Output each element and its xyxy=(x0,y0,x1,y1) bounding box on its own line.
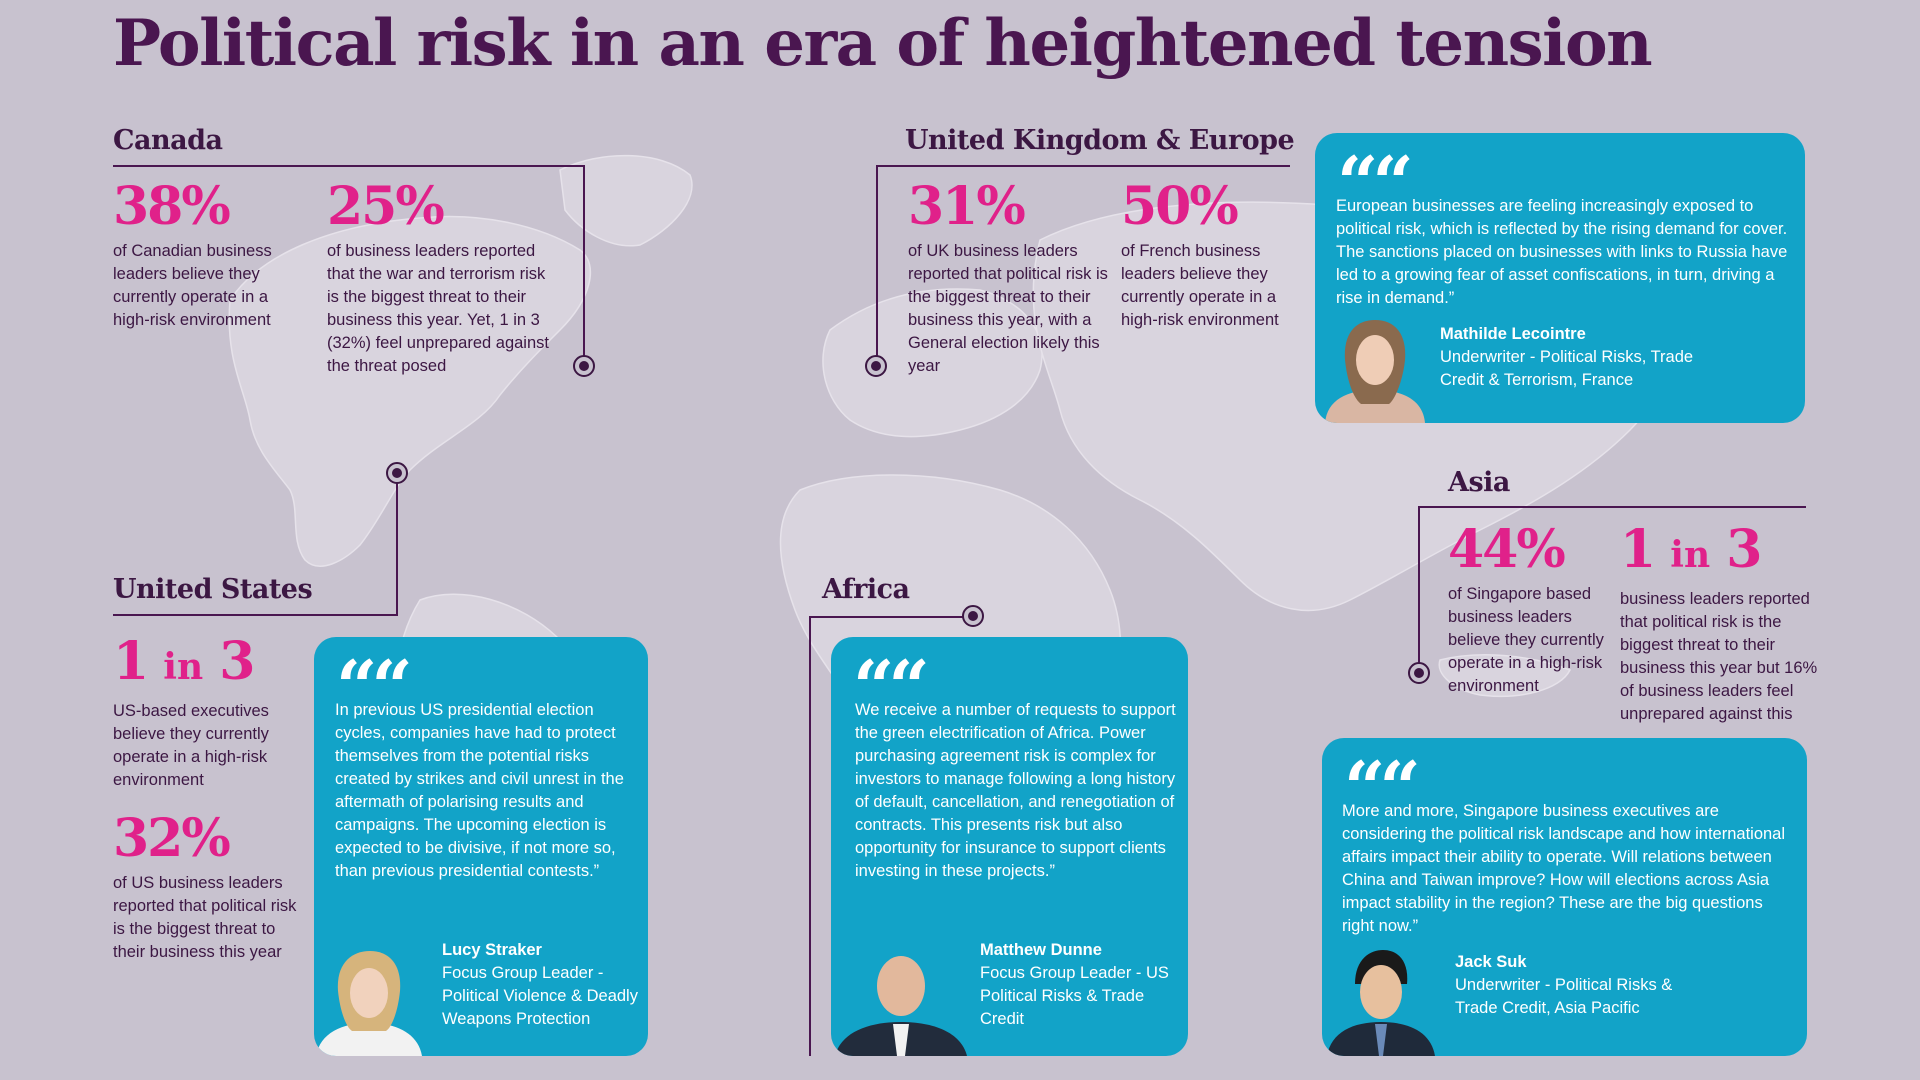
quote-card-asia: ““ More and more, Singapore business exe… xyxy=(1322,738,1807,1056)
portrait-jack-suk xyxy=(1327,950,1435,1056)
greenland-shape xyxy=(559,154,693,247)
stat-value: 1 in 3 xyxy=(1620,519,1762,580)
stat-description: US-based executives believe they current… xyxy=(113,702,269,789)
us-connector xyxy=(396,474,398,616)
author-name: Lucy Straker xyxy=(442,941,542,959)
portrait-mathilde-lecointre xyxy=(1325,320,1425,423)
us-marker xyxy=(386,462,408,484)
united-states-heading: United States xyxy=(113,574,313,605)
asia-stat-1-in-3: 1 in 3 business leaders reported that po… xyxy=(1620,519,1820,726)
france-stat-50: 50% of French business leaders believe t… xyxy=(1121,176,1303,332)
indonesia-shape xyxy=(1438,654,1572,698)
canada-marker xyxy=(573,355,595,377)
stat-value: 25% xyxy=(327,176,445,237)
uk-stat-31: 31% of UK business leaders reported that… xyxy=(908,176,1108,378)
africa-rule xyxy=(809,616,974,618)
portrait-matthew-dunne xyxy=(835,956,967,1056)
stat-description: of Singapore based business leaders beli… xyxy=(1448,585,1604,695)
author-role: Underwriter - Political Risks & Trade Cr… xyxy=(1455,976,1673,1017)
canada-stat-38: 38% of Canadian business leaders believe… xyxy=(113,176,303,332)
canada-heading: Canada xyxy=(113,125,223,156)
quote-text: We receive a number of requests to suppo… xyxy=(855,701,1176,880)
stat-description: of UK business leaders reported that pol… xyxy=(908,242,1108,375)
author-role: Focus Group Leader - US Political Risks … xyxy=(980,964,1169,1028)
asia-stat-44: 44% of Singapore based business leaders … xyxy=(1448,519,1608,698)
stat-value: 50% xyxy=(1121,176,1239,237)
quote-mark-icon: ““ xyxy=(853,644,930,729)
us-stat-1-in-3: 1 in 3 US-based executives believe they … xyxy=(113,631,298,792)
quote-text: European businesses are feeling increasi… xyxy=(1336,197,1788,307)
author-name: Mathilde Lecointre xyxy=(1440,325,1586,343)
author-role: Focus Group Leader - Political Violence … xyxy=(442,964,638,1028)
africa-heading: Africa xyxy=(822,574,910,605)
author-role: Underwriter - Political Risks, Trade Cre… xyxy=(1440,348,1694,389)
quote-card-africa: ““ We receive a number of requests to su… xyxy=(831,637,1188,1056)
stat-value: 1 in 3 xyxy=(113,631,255,692)
quote-author: Jack Suk Underwriter - Political Risks &… xyxy=(1455,951,1695,1020)
stat-description: business leaders reported that political… xyxy=(1620,590,1818,723)
page-title: Political risk in an era of heightened t… xyxy=(113,6,1653,81)
stat-description: of US business leaders reported that pol… xyxy=(113,874,297,961)
author-name: Jack Suk xyxy=(1455,953,1527,971)
canada-connector xyxy=(583,165,585,367)
uk-europe-heading: United Kingdom & Europe xyxy=(905,125,1295,156)
stat-value: 31% xyxy=(908,176,1026,237)
uk-rule xyxy=(876,165,1290,167)
canada-rule xyxy=(113,165,585,167)
uk-marker xyxy=(865,355,887,377)
stat-description: of business leaders reported that the wa… xyxy=(327,242,549,375)
author-name: Matthew Dunne xyxy=(980,941,1102,959)
north-america-shape xyxy=(228,215,592,567)
quote-text: In previous US presidential election cyc… xyxy=(335,701,624,880)
asia-heading: Asia xyxy=(1448,467,1510,498)
stat-description: of French business leaders believe they … xyxy=(1121,242,1279,329)
quote-mark-icon: ““ xyxy=(1337,140,1414,225)
us-rule xyxy=(113,614,398,616)
stat-value: 32% xyxy=(113,808,231,869)
stat-value: 44% xyxy=(1448,519,1566,580)
asia-marker xyxy=(1408,662,1430,684)
quote-card-us: ““ In previous US presidential election … xyxy=(314,637,648,1056)
quote-author: Matthew Dunne Focus Group Leader - US Po… xyxy=(980,939,1180,1031)
uk-connector xyxy=(876,165,878,367)
canada-stat-25: 25% of business leaders reported that th… xyxy=(327,176,559,378)
asia-rule xyxy=(1418,506,1806,508)
portrait-lucy-straker xyxy=(316,951,422,1056)
us-stat-32: 32% of US business leaders reported that… xyxy=(113,808,303,964)
quote-text: More and more, Singapore business execut… xyxy=(1342,802,1786,935)
africa-marker xyxy=(962,605,984,627)
quote-author: Mathilde Lecointre Underwriter - Politic… xyxy=(1440,323,1700,392)
asia-connector xyxy=(1418,506,1420,674)
quote-mark-icon: ““ xyxy=(1344,745,1421,830)
stat-value: 38% xyxy=(113,176,231,237)
quote-card-europe: ““ European businesses are feeling incre… xyxy=(1315,133,1805,423)
quote-mark-icon: ““ xyxy=(336,644,413,729)
stat-description: of Canadian business leaders believe the… xyxy=(113,242,272,329)
africa-connector xyxy=(809,616,811,1056)
quote-author: Lucy Straker Focus Group Leader - Politi… xyxy=(442,939,642,1031)
